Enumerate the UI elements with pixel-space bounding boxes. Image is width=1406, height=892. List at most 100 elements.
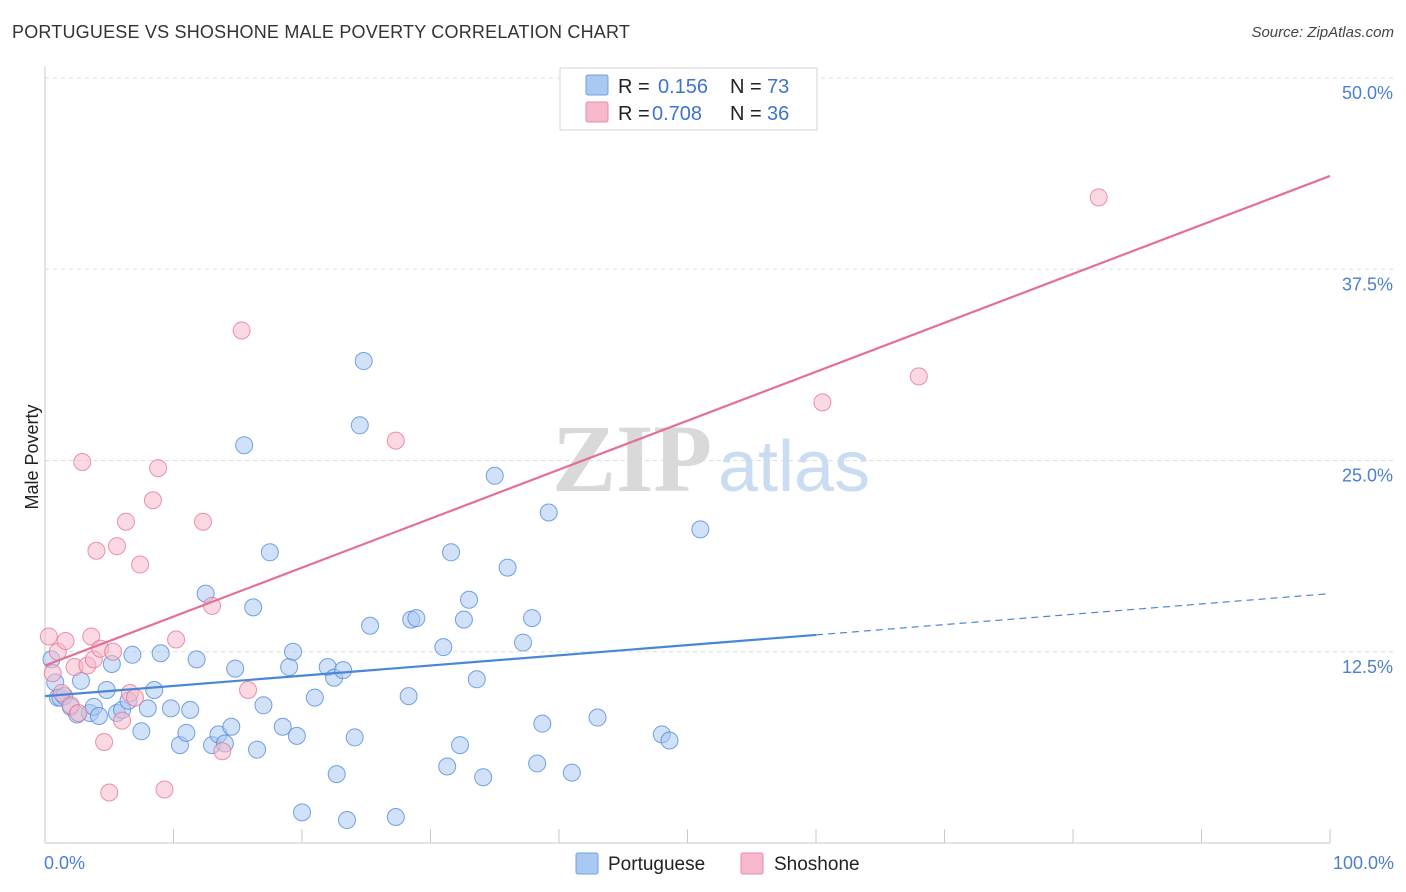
point-1-23 <box>143 491 162 510</box>
point-0-53 <box>399 687 418 706</box>
legend-n-label-1: N = <box>730 76 762 98</box>
point-0-32 <box>235 436 254 455</box>
y-tick-label-0: 12.5% <box>1342 657 1393 677</box>
point-0-56 <box>434 638 453 657</box>
point-0-38 <box>280 658 299 677</box>
point-0-39 <box>284 642 303 661</box>
legend-r-value-2: 0.708 <box>652 103 702 125</box>
point-0-17 <box>132 722 151 741</box>
y-tick-label-3: 50.0% <box>1342 83 1393 103</box>
point-0-30 <box>222 717 241 736</box>
point-1-0 <box>39 627 58 646</box>
point-0-50 <box>354 352 373 371</box>
y-tick-label-2: 37.5% <box>1342 274 1393 294</box>
point-1-21 <box>125 688 144 707</box>
point-0-33 <box>244 598 263 617</box>
trend-line-1 <box>44 174 1331 667</box>
legend-r-value-1: 0.156 <box>658 76 708 98</box>
point-1-10 <box>82 627 101 646</box>
point-0-48 <box>345 728 364 747</box>
trend-lines <box>44 174 1331 698</box>
point-0-69 <box>533 714 552 733</box>
point-0-10 <box>89 707 108 726</box>
series-portuguese <box>42 352 710 830</box>
point-0-25 <box>187 650 206 669</box>
point-0-21 <box>161 699 180 718</box>
point-1-24 <box>149 459 168 478</box>
point-0-51 <box>361 616 380 635</box>
point-0-42 <box>305 688 324 707</box>
point-0-72 <box>588 708 607 727</box>
point-0-68 <box>528 754 547 773</box>
point-0-36 <box>260 543 279 562</box>
legend-r-label-1: R = <box>618 76 650 98</box>
point-0-61 <box>460 590 479 609</box>
point-0-74 <box>660 731 679 750</box>
point-0-64 <box>485 466 504 485</box>
point-1-32 <box>386 431 405 450</box>
point-0-52 <box>386 807 405 826</box>
point-0-47 <box>337 811 356 830</box>
point-0-66 <box>514 633 533 652</box>
point-0-49 <box>350 416 369 435</box>
point-0-70 <box>539 503 558 522</box>
legend-n-value-1: 73 <box>767 76 789 98</box>
watermark: ZIP atlas <box>552 405 870 512</box>
point-1-30 <box>232 321 251 340</box>
point-0-40 <box>287 726 306 745</box>
point-1-26 <box>167 630 186 649</box>
point-0-18 <box>138 699 157 718</box>
legend-n-label-2: N = <box>730 103 762 125</box>
legend-bottom-swatch-portuguese <box>575 852 599 875</box>
point-1-17 <box>107 537 126 556</box>
point-0-59 <box>451 736 470 755</box>
point-0-55 <box>407 609 426 628</box>
point-1-18 <box>113 711 132 730</box>
point-1-35 <box>1089 188 1108 207</box>
point-0-75 <box>691 520 710 539</box>
point-1-19 <box>116 512 135 531</box>
point-0-46 <box>334 661 353 680</box>
watermark-atlas: atlas <box>718 427 870 507</box>
chart-title: PORTUGUESE VS SHOSHONE MALE POVERTY CORR… <box>12 22 631 42</box>
trend-line-0 <box>44 633 817 698</box>
point-0-63 <box>474 768 493 787</box>
legend-top: R = 0.156 N = 73 R = 0.708 N = 36 <box>559 67 818 131</box>
x-tick-label-max: 100.0% <box>1333 853 1394 873</box>
point-0-65 <box>498 558 517 577</box>
point-0-58 <box>442 543 461 562</box>
point-1-1 <box>43 664 62 683</box>
point-0-34 <box>248 740 267 759</box>
series-shoshone <box>39 188 1108 802</box>
point-1-4 <box>56 632 75 651</box>
point-1-7 <box>69 703 88 722</box>
point-0-41 <box>293 803 311 822</box>
legend-swatch-shoshone <box>585 101 609 123</box>
x-tick-label-min: 0.0% <box>44 853 85 873</box>
y-axis-label: Male Poverty <box>22 404 42 509</box>
point-1-33 <box>813 393 832 412</box>
trend-extension-0 <box>815 593 1331 636</box>
source-label: Source: ZipAtlas.com <box>1251 24 1394 41</box>
point-0-67 <box>523 609 542 628</box>
point-0-60 <box>454 610 473 629</box>
point-0-19 <box>145 681 164 699</box>
point-0-62 <box>467 670 486 689</box>
point-0-20 <box>151 644 170 663</box>
point-0-35 <box>254 696 273 715</box>
legend-n-value-2: 36 <box>767 103 789 125</box>
point-0-24 <box>181 700 200 719</box>
legend-bottom-label-portuguese: Portuguese <box>608 854 705 875</box>
point-0-31 <box>226 659 245 678</box>
point-1-34 <box>909 367 928 386</box>
y-tick-labels: 12.5% 25.0% 37.5% 50.0% <box>1342 83 1393 677</box>
point-1-16 <box>104 642 123 661</box>
legend-r-label-2: R = <box>618 103 650 125</box>
legend-bottom-label-shoshone: Shoshone <box>774 854 860 875</box>
legend-swatch-portuguese <box>585 74 609 96</box>
axes <box>44 66 1331 844</box>
point-0-23 <box>177 723 196 742</box>
point-0-71 <box>562 763 581 782</box>
grid-lines <box>45 77 1395 653</box>
